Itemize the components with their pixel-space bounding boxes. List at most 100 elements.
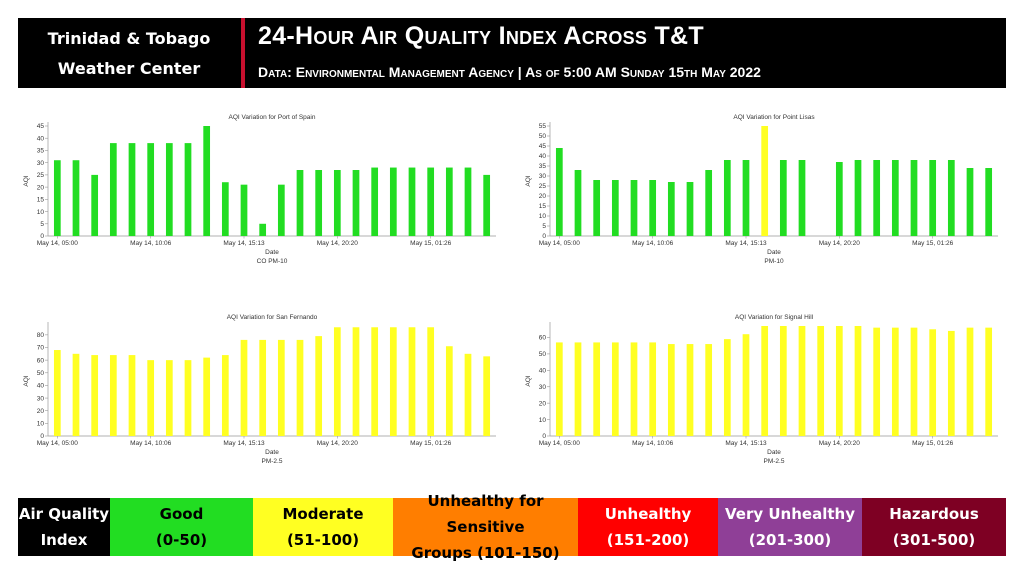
y-tick-label: 0 <box>542 433 546 440</box>
aqi-category-name: Unhealthy for Sensitive <box>427 492 544 536</box>
y-axis-label: AQI <box>525 375 532 386</box>
bar <box>761 126 769 236</box>
bar <box>165 360 173 436</box>
bar <box>817 326 825 436</box>
bar <box>240 184 248 236</box>
bar <box>873 327 881 436</box>
y-tick-label: 10 <box>37 209 45 216</box>
bar <box>72 353 80 436</box>
y-tick-label: 40 <box>539 368 547 375</box>
aqi-category-name: Hazardous <box>889 505 979 523</box>
aqi-category-hazardous: Hazardous (301-500) <box>862 498 1006 556</box>
y-tick-label: 25 <box>539 183 547 190</box>
chart-signal-hill: AQI Variation for Signal Hill 0 10 20 30 40 50… <box>520 308 1010 476</box>
bar <box>649 342 657 436</box>
x-tick-label: May 14, 15:13 <box>223 440 265 447</box>
bar <box>464 353 472 436</box>
y-tick-label: 35 <box>37 148 45 155</box>
y-tick-label: 20 <box>539 400 547 407</box>
bar <box>109 143 117 236</box>
y-tick-label: 15 <box>539 203 547 210</box>
brand-name: Trinidad & Tobago <box>47 29 211 48</box>
bar <box>835 162 843 236</box>
aqi-legend-label-line1: Air Quality <box>18 505 110 523</box>
x-tick-label: May 14, 05:00 <box>539 240 581 247</box>
bar <box>53 350 61 436</box>
aqi-category-range: (301-500) <box>892 531 976 549</box>
bar <box>408 167 416 236</box>
y-tick-label: 50 <box>539 133 547 140</box>
bar <box>53 160 61 236</box>
bar <box>464 167 472 236</box>
aqi-category-very-unhealthy: Very Unhealthy (201-300) <box>718 498 862 556</box>
bar <box>947 160 955 236</box>
chart-title: AQI Variation for Signal Hill <box>735 314 814 321</box>
bar <box>427 167 435 236</box>
bar <box>835 326 843 436</box>
bar <box>315 336 323 436</box>
x-tick-label: May 14, 10:06 <box>130 440 172 447</box>
y-tick-label: 20 <box>37 408 45 415</box>
bar <box>667 182 675 236</box>
bar <box>147 360 155 436</box>
bar <box>221 355 229 436</box>
bar <box>854 160 862 236</box>
x-axis-label: Date <box>767 249 781 256</box>
x-tick-label: May 15, 01:26 <box>410 440 452 447</box>
bar <box>985 168 993 236</box>
aqi-category-unhealthy: Unhealthy (151-200) <box>578 498 718 556</box>
bar <box>352 170 360 236</box>
bar <box>929 329 937 436</box>
y-tick-label: 30 <box>539 384 547 391</box>
chart-title: AQI Variation for Point Lisas <box>733 114 815 121</box>
bar <box>147 143 155 236</box>
bar <box>296 339 304 436</box>
y-tick-label: 60 <box>37 357 45 364</box>
y-tick-label: 45 <box>539 143 547 150</box>
x-tick-label: May 14, 20:20 <box>819 440 861 447</box>
y-tick-label: 60 <box>539 335 547 342</box>
chart-legend: PM-10 <box>764 258 784 265</box>
bar <box>947 330 955 436</box>
bar <box>165 143 173 236</box>
y-tick-label: 45 <box>37 123 45 130</box>
bar <box>371 327 379 436</box>
y-tick-label: 40 <box>539 153 547 160</box>
y-tick-label: 10 <box>539 213 547 220</box>
x-axis-label: Date <box>265 249 279 256</box>
y-axis-label: AQI <box>23 375 30 386</box>
bar <box>277 184 285 236</box>
bar <box>966 168 974 236</box>
bar <box>705 344 713 436</box>
bar <box>611 342 619 436</box>
bar <box>798 326 806 436</box>
bar <box>611 180 619 236</box>
y-tick-label: 35 <box>539 163 547 170</box>
aqi-category-name: Unhealthy <box>604 505 692 523</box>
x-tick-label: May 14, 10:06 <box>632 240 674 247</box>
x-axis-label: Date <box>265 449 279 456</box>
bar <box>203 126 211 236</box>
bar <box>574 170 582 236</box>
bar <box>91 174 99 236</box>
bar <box>593 342 601 436</box>
bar <box>779 326 787 436</box>
x-tick-label: May 15, 01:26 <box>912 440 954 447</box>
bar <box>686 344 694 436</box>
y-tick-label: 15 <box>37 197 45 204</box>
y-tick-label: 0 <box>542 233 546 240</box>
header-banner: Trinidad & Tobago Weather Center 24-Hour… <box>18 18 1006 88</box>
bar <box>427 327 435 436</box>
bar <box>259 339 267 436</box>
bar <box>483 356 491 436</box>
bar <box>72 160 80 236</box>
chart-legend: CO PM-10 <box>257 258 288 265</box>
y-axis-label: AQI <box>23 175 30 186</box>
brand-block: Trinidad & Tobago Weather Center <box>18 18 240 88</box>
aqi-category-usg: Unhealthy for Sensitive Groups (101-150) <box>393 492 578 562</box>
brand-subname: Weather Center <box>57 59 201 78</box>
chart-svg: AQI Variation for Signal Hill 0 10 20 30 40 50… <box>525 314 998 465</box>
chart-legend: PM-2.5 <box>764 458 785 465</box>
y-tick-label: 0 <box>40 433 44 440</box>
chart-port-of-spain: AQI Variation for Port of Spain 0 5 10 15 20 2… <box>18 108 508 276</box>
